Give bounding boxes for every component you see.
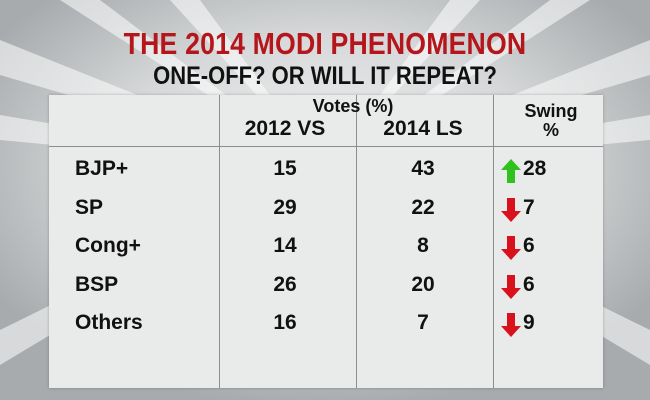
results-table: Votes (%) 2012 VS 2014 LS Swing% BJP+ 15 4… xyxy=(49,95,603,388)
arrow-down-icon xyxy=(501,197,521,222)
swing-value: 9 xyxy=(523,311,535,334)
swing-value: 28 xyxy=(523,157,547,180)
arrow-down-icon xyxy=(501,313,521,337)
table-row: Cong+ 14 8 6 xyxy=(49,228,603,263)
party-label: Others xyxy=(75,311,143,334)
chart-title: THE 2014 MODI PHENOMENON xyxy=(123,26,527,61)
swing-cell: 7 xyxy=(501,190,601,225)
column-header-swing: Swing% xyxy=(524,101,578,140)
header-divider xyxy=(49,146,603,147)
votes-group-header: Votes (%) xyxy=(312,96,394,116)
swing-cell: 6 xyxy=(501,228,601,263)
column-divider xyxy=(493,95,494,388)
column-divider xyxy=(219,95,220,388)
vote-2012-value: 29 xyxy=(273,195,297,219)
arrow-up-icon xyxy=(501,159,521,183)
vote-2014-value: 43 xyxy=(411,157,435,180)
swing-value: 6 xyxy=(523,272,535,296)
party-label: BJP+ xyxy=(75,157,129,180)
swing-cell: 28 xyxy=(501,151,601,186)
arrow-down-icon xyxy=(501,236,521,260)
swing-cell: 9 xyxy=(501,305,601,340)
column-header-2014-ls: 2014 LS xyxy=(383,117,463,140)
party-label: SP xyxy=(75,195,104,219)
vote-2014-value: 20 xyxy=(411,272,435,296)
party-label: Cong+ xyxy=(75,234,141,257)
vote-2012-value: 16 xyxy=(273,311,297,334)
swing-value: 7 xyxy=(523,195,535,219)
vote-2014-value: 7 xyxy=(417,311,429,334)
swing-cell: 6 xyxy=(501,267,601,302)
table-row: BSP 26 20 6 xyxy=(49,267,603,302)
vote-2012-value: 14 xyxy=(273,234,297,257)
vote-2014-value: 8 xyxy=(417,234,429,257)
arrow-down-icon xyxy=(501,274,521,299)
vote-2012-value: 26 xyxy=(273,272,297,296)
table-row: SP 29 22 7 xyxy=(49,190,603,225)
table-row: Others 16 7 9 xyxy=(49,305,603,340)
column-divider xyxy=(356,95,357,388)
table-row: BJP+ 15 43 28 xyxy=(49,151,603,186)
vote-2014-value: 22 xyxy=(411,195,435,219)
party-label: BSP xyxy=(75,272,119,296)
swing-value: 6 xyxy=(523,234,535,257)
vote-2012-value: 15 xyxy=(273,157,297,180)
column-header-2012-vs: 2012 VS xyxy=(244,117,326,140)
chart-subtitle: ONE-OFF? OR WILL IT REPEAT? xyxy=(153,62,497,90)
